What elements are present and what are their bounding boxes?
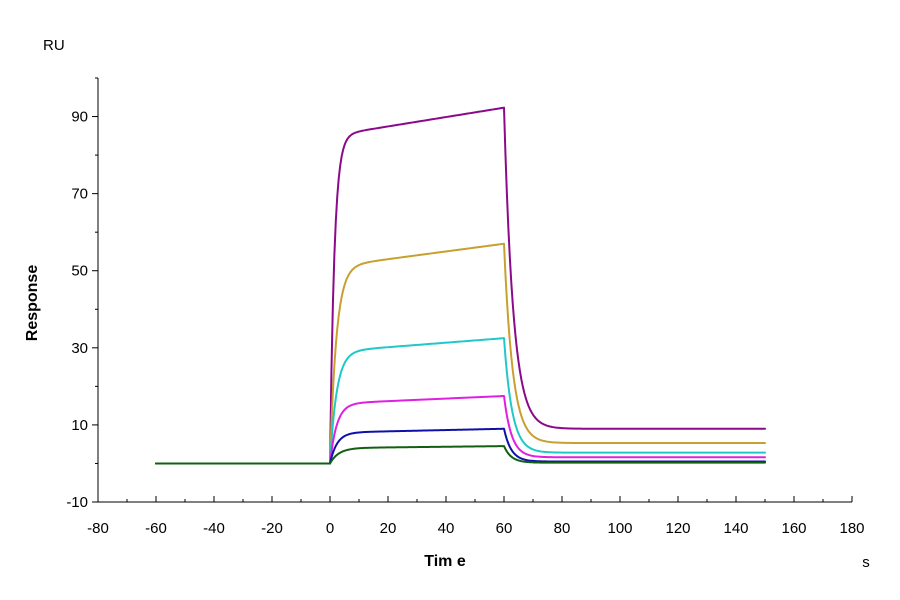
series-lines — [155, 106, 766, 465]
y-tick-label: -10 — [66, 494, 88, 511]
x-tick-label: 80 — [554, 520, 571, 537]
x-tick-label: 120 — [665, 520, 690, 537]
x-tick-label: -60 — [145, 520, 167, 537]
x-tick-label: 0 — [326, 520, 334, 537]
x-axis-ticks: -80 -60 -40 -20 0 20 40 60 80 100 120 140 160 180 — [87, 496, 865, 537]
x-tick-label: 100 — [607, 520, 632, 537]
y-axis-ticks: -10 10 30 50 70 90 — [66, 77, 98, 511]
x-tick-label: 180 — [839, 520, 864, 537]
y-axis-title: Response — [24, 265, 41, 342]
x-tick-label: -40 — [203, 520, 225, 537]
x-tick-label: 140 — [723, 520, 748, 537]
x-unit-label: s — [862, 554, 870, 571]
y-tick-label: 70 — [71, 186, 88, 203]
series-line-1 — [155, 106, 766, 465]
series-line-6 — [155, 445, 766, 465]
y-tick-label: 90 — [71, 109, 88, 126]
x-tick-label: 60 — [496, 520, 513, 537]
x-tick-label: -80 — [87, 520, 109, 537]
y-unit-label: RU — [43, 37, 65, 54]
y-tick-label: 30 — [71, 340, 88, 357]
series-line-3 — [155, 337, 766, 465]
x-axis-title: Tim e — [424, 553, 466, 570]
y-tick-label: 50 — [71, 263, 88, 280]
x-tick-label: 160 — [781, 520, 806, 537]
x-tick-label: -20 — [261, 520, 283, 537]
x-tick-label: 40 — [438, 520, 455, 537]
x-tick-label: 20 — [380, 520, 397, 537]
y-tick-label: 10 — [71, 417, 88, 434]
